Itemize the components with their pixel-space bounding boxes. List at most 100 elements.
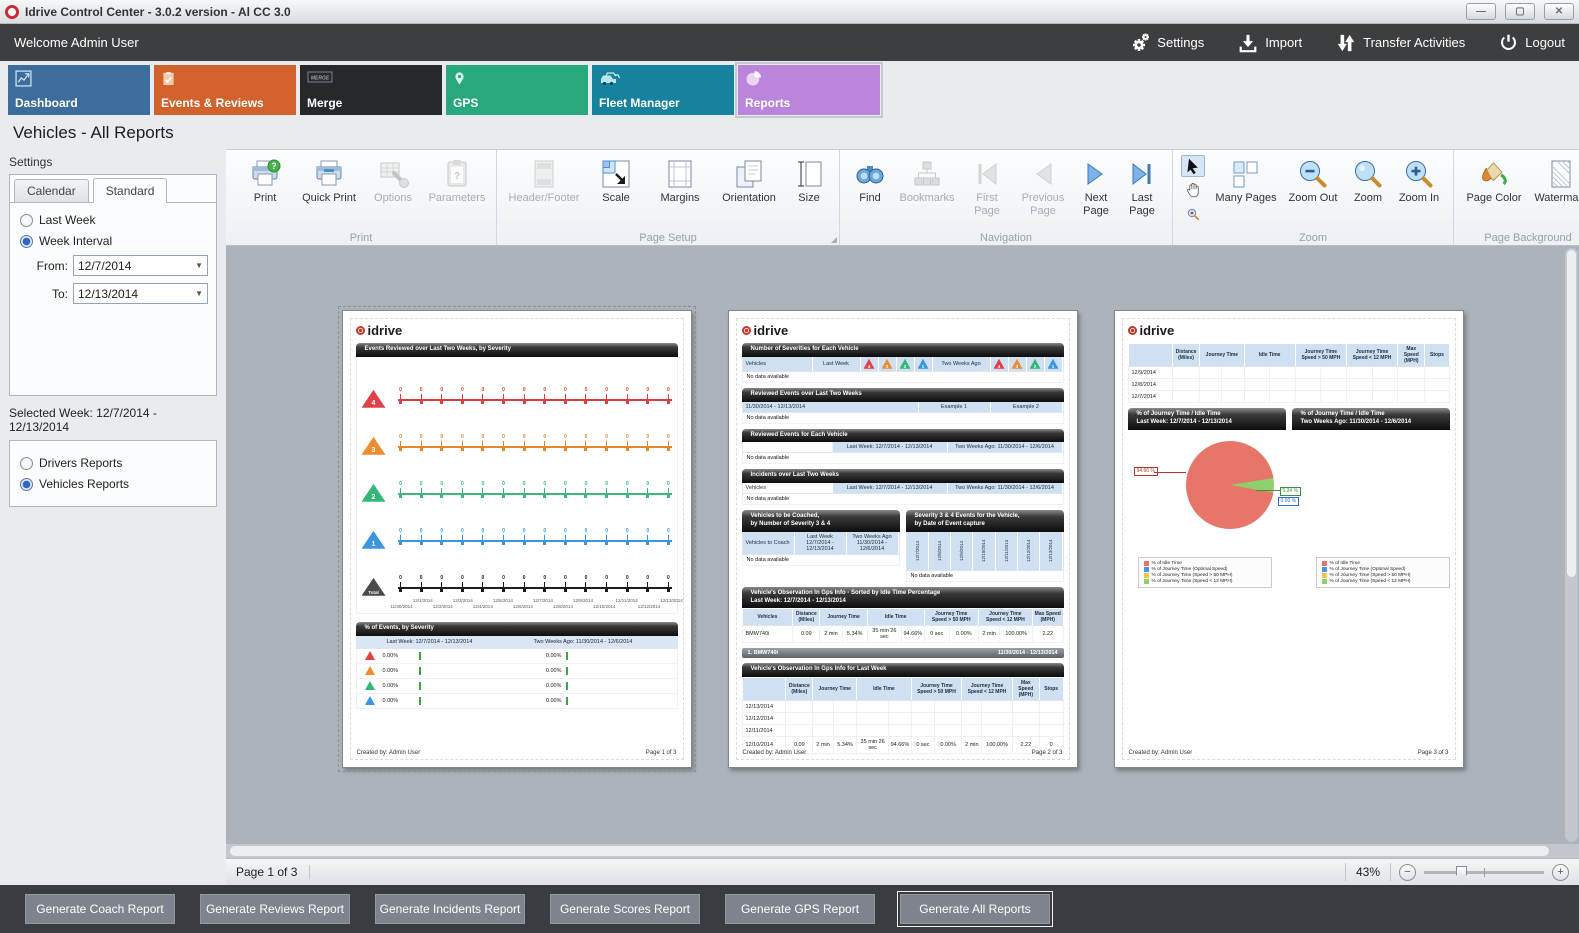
cars-icon <box>601 72 621 86</box>
last-page-button[interactable]: Last Page <box>1120 155 1164 221</box>
page-color-button[interactable]: Page Color <box>1462 155 1526 208</box>
many-pages-button[interactable]: Many Pages <box>1211 155 1281 208</box>
zoom-out-label: Zoom Out <box>1288 192 1338 204</box>
group-caption: Print <box>349 232 373 244</box>
zoom-in-button[interactable]: + <box>1552 863 1569 881</box>
header-footer-icon <box>534 160 554 188</box>
journey-idle-pie-chart <box>1185 440 1274 529</box>
zoom-label: Zoom <box>1353 192 1383 204</box>
report-page-3[interactable]: idrive Distance (Miles) Journey Time Idl… <box>1113 310 1464 768</box>
watermark-label: Watermark <box>1534 192 1579 204</box>
size-button[interactable]: Size <box>787 155 831 208</box>
tab-merge[interactable]: MERGE Merge <box>300 65 442 115</box>
settings-button[interactable]: Settings <box>1128 32 1204 54</box>
find-button[interactable]: Find <box>848 155 892 208</box>
generate-coach-report-button[interactable]: Generate Coach Report <box>25 894 175 924</box>
quick-print-button[interactable]: Quick Print <box>298 155 360 208</box>
pie-header-two-weeks: % of Journey Time / Idle Time Two Weeks … <box>1291 408 1450 430</box>
orientation-button[interactable]: Orientation <box>713 155 785 208</box>
group-caption: Page Background <box>1484 232 1572 244</box>
import-button[interactable]: Import <box>1238 33 1302 53</box>
tab-events-reviews[interactable]: Events & Reviews <box>154 65 296 115</box>
tab-label: GPS <box>453 96 479 110</box>
horizontal-scrollbar[interactable] <box>226 844 1579 858</box>
previous-page-label: Previous Page <box>1021 192 1065 218</box>
pointer-tool[interactable] <box>1181 155 1205 177</box>
to-date-select[interactable]: 12/13/2014 ▼ <box>73 283 208 304</box>
report-page-2[interactable]: idrive Number of Severities for Each Veh… <box>727 310 1078 768</box>
zoom-region-tool[interactable] <box>1181 203 1205 225</box>
tab-gps[interactable]: GPS <box>446 65 588 115</box>
next-page-label: Next Page <box>1083 192 1109 218</box>
logout-button[interactable]: Logout <box>1499 33 1565 52</box>
severity-3-icon <box>364 666 375 676</box>
maximize-button[interactable]: ▢ <box>1505 3 1535 20</box>
orientation-label: Orientation <box>722 192 776 204</box>
tab-fleet-manager[interactable]: Fleet Manager <box>592 65 734 115</box>
section-severity34-events: Severity 3 & 4 Events for the Vehicle, b… <box>905 510 1064 582</box>
table-row: BMW740i 0.09 2 min 5.34% 35 min 26 sec 94.66%… <box>741 625 1064 644</box>
find-label: Find <box>859 192 881 204</box>
generate-reviews-report-button[interactable]: Generate Reviews Report <box>200 894 350 924</box>
generate-all-reports-button[interactable]: Generate All Reports <box>897 891 1053 927</box>
zoom-in-button[interactable]: Zoom In <box>1393 155 1445 208</box>
drivers-reports-radio[interactable]: Drivers Reports <box>20 456 206 470</box>
from-date-select[interactable]: 12/7/2014 ▼ <box>73 255 208 276</box>
transfer-activities-button[interactable]: Transfer Activities <box>1336 33 1465 53</box>
tab-label: Fleet Manager <box>599 96 680 110</box>
tab-dashboard[interactable]: Dashboard <box>8 65 150 115</box>
scale-button[interactable]: Scale <box>585 155 647 208</box>
zoom-out-button[interactable]: Zoom Out <box>1283 155 1343 208</box>
scrollbar-thumb[interactable] <box>1567 250 1576 577</box>
last-week-radio[interactable]: Last Week <box>20 213 206 227</box>
table-row: 0.00% 0.00% <box>355 693 678 709</box>
margins-button[interactable]: Margins <box>649 155 711 208</box>
close-button[interactable]: ✕ <box>1544 3 1574 20</box>
scrollbar-thumb[interactable] <box>230 846 1549 856</box>
generate-scores-report-button[interactable]: Generate Scores Report <box>550 894 700 924</box>
idrive-logo: idrive <box>355 323 678 338</box>
options-button: Options <box>362 155 424 208</box>
location-pin-icon <box>455 72 464 85</box>
hand-tool[interactable] <box>1181 179 1205 201</box>
pie-legend-last-week: % of Idle Time% of Journey Time (Optimal… <box>1137 556 1272 588</box>
settings-sidebar: Settings Calendar Standard Last Week Wee… <box>0 149 226 885</box>
table-row: 12/13/2014 <box>741 700 1064 714</box>
module-tabs: Dashboard Events & Reviews MERGE Merge G… <box>0 61 1579 119</box>
minimize-button[interactable]: — <box>1466 3 1496 20</box>
tab-label: Dashboard <box>15 96 78 110</box>
find-icon <box>856 166 884 184</box>
radio-selected-icon <box>20 477 33 491</box>
ribbon-group-navigation: Find Bookmarks First Page Previous Page … <box>840 150 1173 245</box>
vertical-scrollbar[interactable] <box>1565 248 1578 842</box>
print-button[interactable]: ? Print <box>234 155 296 208</box>
many-pages-icon <box>1233 161 1258 188</box>
hand-icon <box>1187 182 1199 198</box>
report-page-1[interactable]: idrive Events Reviewed over Last Two Wee… <box>337 306 696 772</box>
group-caption: Zoom <box>1298 232 1328 244</box>
zoom-slider[interactable] <box>1424 865 1544 881</box>
vehicles-reports-radio[interactable]: Vehicles Reports <box>20 477 206 491</box>
week-interval-radio[interactable]: Week Interval <box>20 234 206 248</box>
generate-gps-report-button[interactable]: Generate GPS Report <box>725 894 875 924</box>
tab-reports[interactable]: Reports <box>735 62 883 118</box>
zoom-slider-thumb[interactable] <box>1456 865 1467 881</box>
severity-2-icon <box>364 681 375 691</box>
next-page-button[interactable]: Next Page <box>1074 155 1118 221</box>
zoom-out-button[interactable]: − <box>1399 863 1416 881</box>
severity-1-icon: 1 <box>361 530 386 549</box>
generate-incidents-report-button[interactable]: Generate Incidents Report <box>375 894 525 924</box>
bookmarks-icon <box>914 161 940 186</box>
table-row: 12/12/2014 <box>741 712 1064 726</box>
tab-standard[interactable]: Standard <box>92 178 168 203</box>
zoom-button[interactable]: Zoom <box>1345 155 1391 208</box>
legend-swatch <box>1143 578 1149 584</box>
severity-4-icon: 4 <box>863 358 875 369</box>
pie-chart-icon <box>746 71 761 86</box>
report-actions-bar: Generate Coach Report Generate Reviews R… <box>0 885 1579 933</box>
page-setup-dialog-launcher[interactable] <box>831 237 837 243</box>
section-header: Severity 3 & 4 Events for the Vehicle, b… <box>905 510 1064 532</box>
watermark-button[interactable]: Watermark <box>1528 155 1579 208</box>
last-page-label: Last Page <box>1129 192 1155 218</box>
tab-calendar[interactable]: Calendar <box>14 179 89 202</box>
